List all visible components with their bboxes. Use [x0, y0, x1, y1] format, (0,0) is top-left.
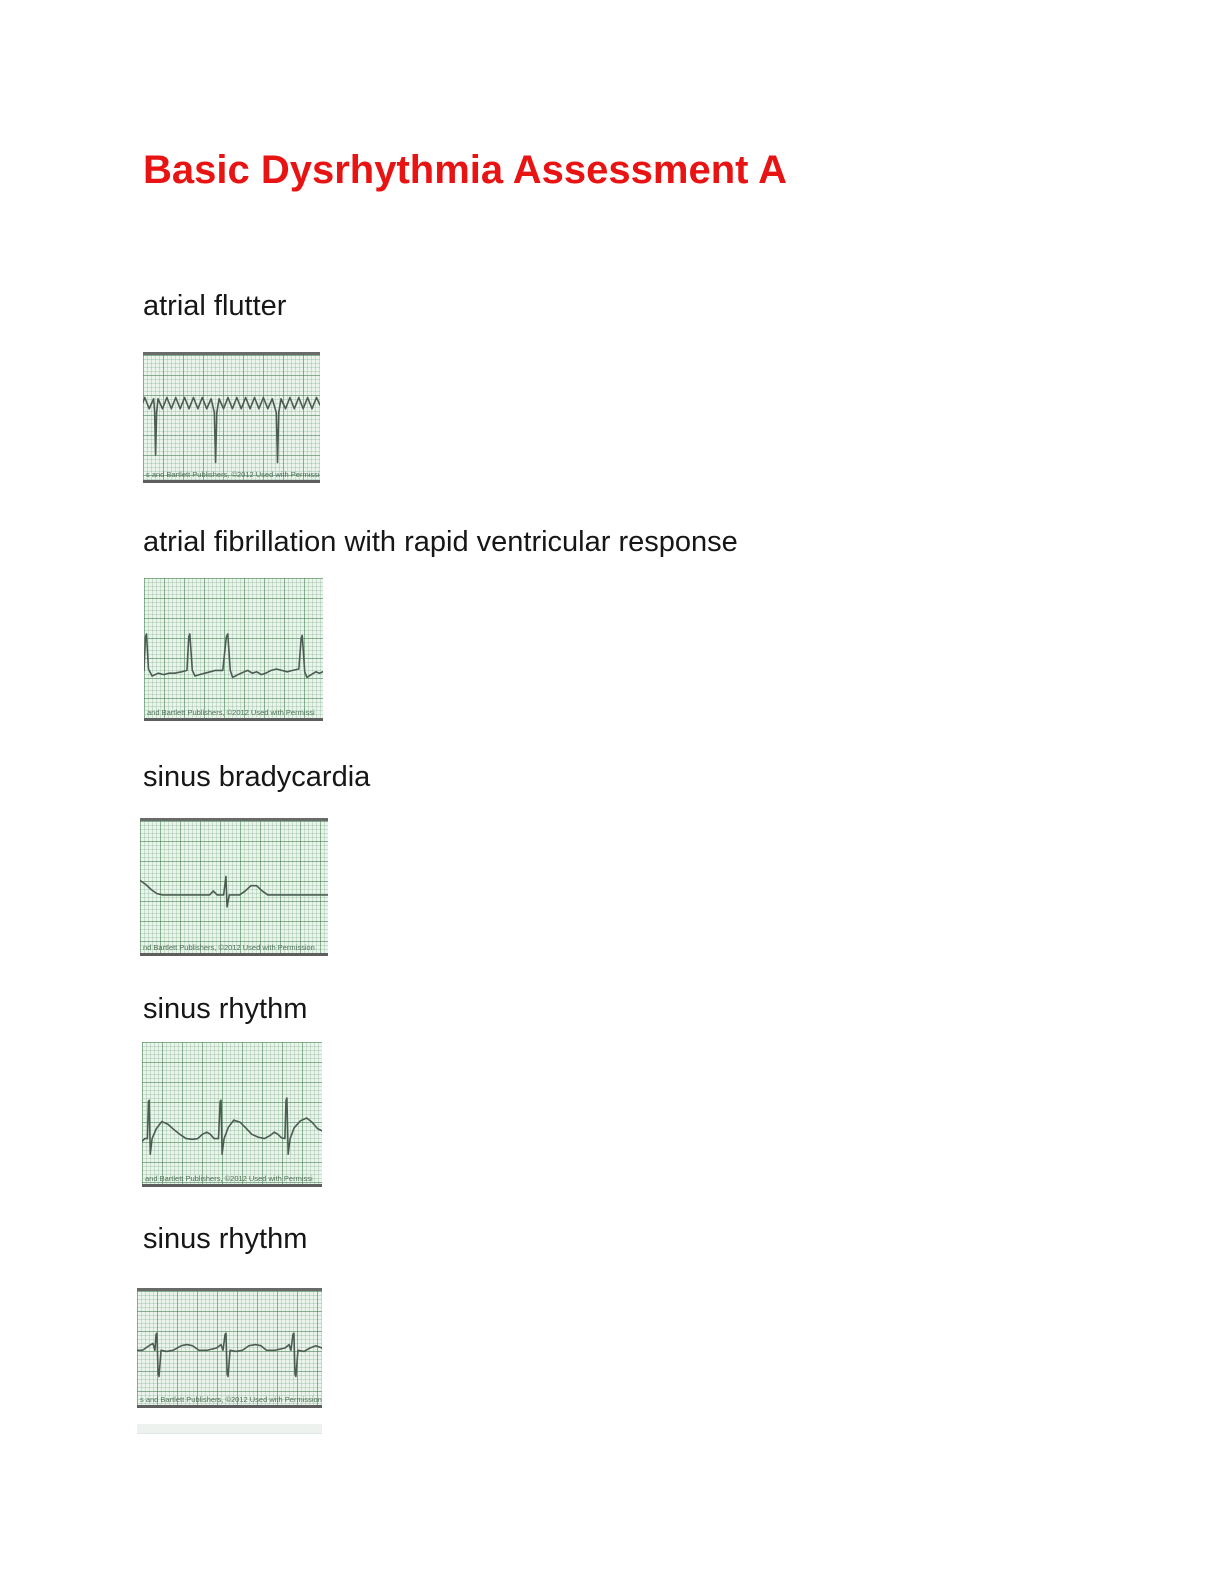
ecg-trace: [144, 578, 323, 718]
copyright-caption: nd Bartlett Publishers, ©2012 Used with …: [143, 943, 315, 952]
ecg-trace: [137, 1291, 322, 1405]
ecg-trace: [142, 1042, 322, 1184]
partial-next-strip-image: [137, 1424, 322, 1434]
rhythm-label: sinus bradycardia: [143, 761, 371, 793]
rhythm-strip-section: atrial fibrillation with rapid ventricul…: [143, 524, 843, 721]
rhythm-strip-section: atrial flutter s and Bartlett Publishers…: [143, 288, 843, 483]
copyright-caption: s and Bartlett Publishers, ©2012 Used wi…: [146, 470, 320, 479]
rhythm-strip-section: sinus rhythm s and Bartlett Publishers, …: [137, 1221, 843, 1408]
copyright-caption: and Bartlett Publishers, ©2012 Used with…: [145, 1174, 313, 1183]
ecg-trace: [140, 821, 328, 953]
ecg-strip-image: and Bartlett Publishers, ©2012 Used with…: [144, 578, 323, 721]
page-title: Basic Dysrhythmia Assessment A: [143, 148, 787, 192]
ecg-strip-image: s and Bartlett Publishers, ©2012 Used wi…: [137, 1288, 322, 1408]
ecg-strip-image: and Bartlett Publishers, ©2012 Used with…: [142, 1042, 322, 1187]
rhythm-label: sinus rhythm: [143, 993, 308, 1025]
rhythm-label: sinus rhythm: [143, 1223, 308, 1255]
rhythm-strip-section: sinus bradycardia nd Bartlett Publishers…: [140, 759, 843, 956]
rhythm-label: atrial fibrillation with rapid ventricul…: [143, 526, 738, 558]
copyright-caption: s and Bartlett Publishers, ©2012 Used wi…: [140, 1395, 322, 1404]
ecg-strip-image: s and Bartlett Publishers, ©2012 Used wi…: [143, 352, 320, 483]
rhythm-label: atrial flutter: [143, 290, 287, 322]
ecg-strip-image: nd Bartlett Publishers, ©2012 Used with …: [140, 818, 328, 956]
copyright-caption: and Bartlett Publishers, ©2012 Used with…: [147, 708, 315, 717]
ecg-trace: [143, 355, 320, 480]
rhythm-strip-section: sinus rhythm and Bartlett Publishers, ©2…: [142, 991, 843, 1187]
